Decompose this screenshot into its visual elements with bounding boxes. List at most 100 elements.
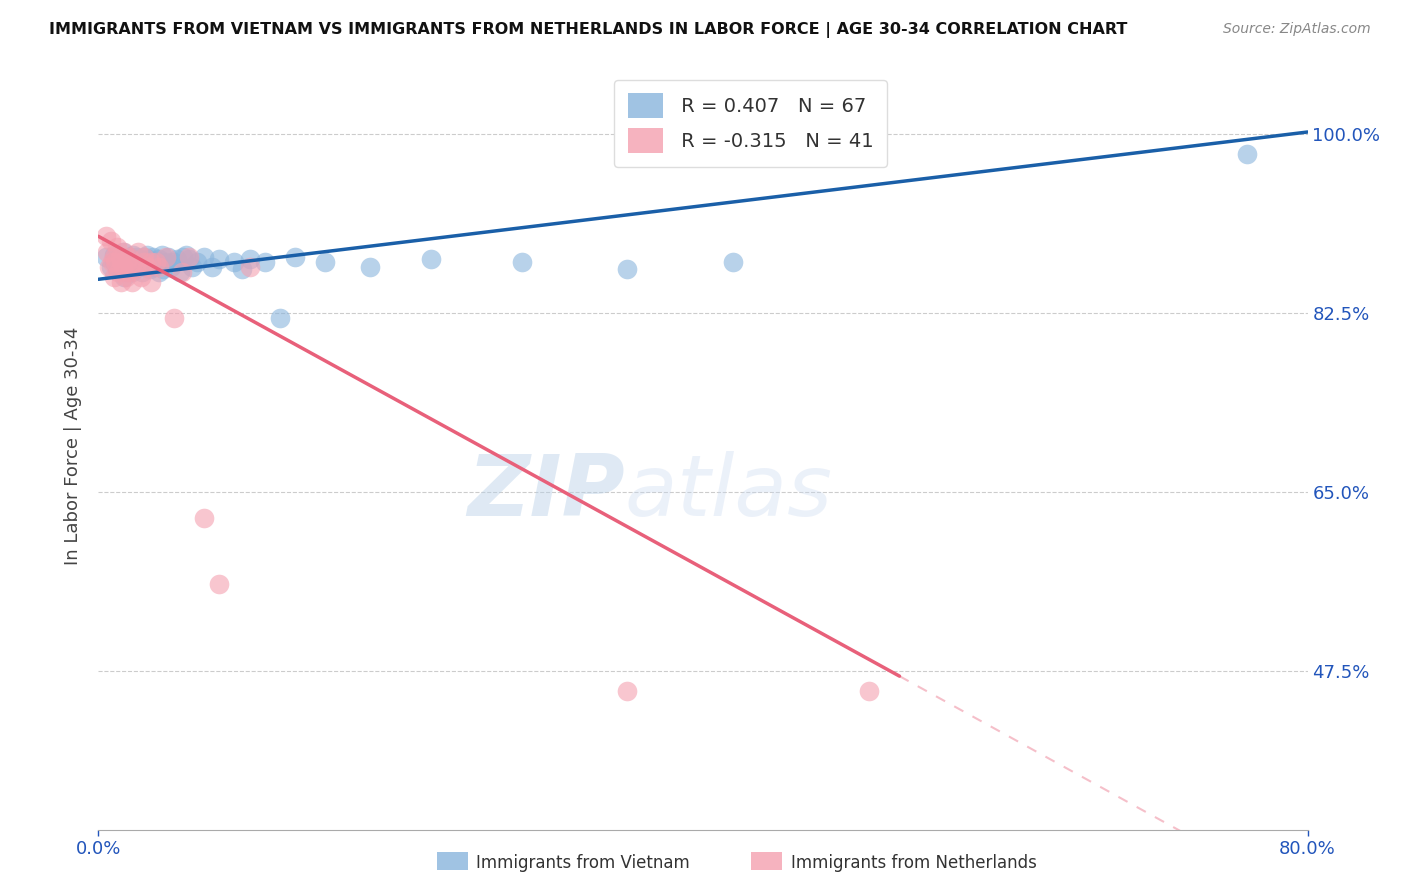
Point: [160, 260, 183, 274]
Point: [141, 255, 163, 269]
Point: [132, 250, 155, 264]
Point: [148, 260, 170, 274]
Point: [723, 255, 745, 269]
Point: [284, 250, 307, 264]
Text: Immigrants from Netherlands: Immigrants from Netherlands: [790, 854, 1036, 871]
Point: [135, 260, 157, 274]
Point: [224, 255, 246, 269]
Point: [156, 250, 179, 264]
Text: atlas: atlas: [624, 450, 832, 533]
Point: [239, 260, 262, 274]
Point: [114, 270, 136, 285]
Point: [172, 250, 194, 264]
Point: [132, 250, 155, 264]
Point: [163, 311, 186, 326]
Point: [169, 265, 191, 279]
Point: [112, 270, 135, 285]
Point: [170, 265, 193, 279]
Point: [118, 265, 141, 279]
Point: [128, 255, 150, 269]
Point: [314, 255, 336, 269]
Point: [134, 260, 156, 274]
Point: [118, 255, 141, 269]
Point: [141, 255, 163, 269]
Text: Source: ZipAtlas.com: Source: ZipAtlas.com: [1223, 22, 1371, 37]
Point: [163, 255, 186, 269]
Point: [136, 252, 159, 266]
Text: ZIP: ZIP: [467, 450, 624, 533]
Legend:  R = 0.407   N = 67,  R = -0.315   N = 41: R = 0.407 N = 67, R = -0.315 N = 41: [614, 79, 887, 167]
Point: [174, 248, 197, 262]
Point: [101, 255, 124, 269]
Text: IMMIGRANTS FROM VIETNAM VS IMMIGRANTS FROM NETHERLANDS IN LABOR FORCE | AGE 30-3: IMMIGRANTS FROM VIETNAM VS IMMIGRANTS FR…: [49, 22, 1128, 38]
Point: [135, 248, 157, 262]
Point: [118, 250, 141, 264]
Point: [122, 248, 145, 262]
Point: [208, 577, 231, 591]
Point: [360, 260, 382, 274]
Point: [105, 239, 128, 253]
Point: [201, 260, 224, 274]
Point: [121, 252, 143, 266]
Point: [142, 250, 165, 264]
Point: [121, 265, 143, 279]
Point: [179, 252, 201, 266]
Point: [143, 260, 166, 274]
Point: [186, 255, 208, 269]
Point: [103, 255, 125, 269]
Point: [155, 250, 177, 264]
Point: [616, 684, 638, 698]
Point: [108, 250, 131, 264]
Point: [129, 270, 152, 285]
Point: [110, 255, 132, 269]
Point: [105, 262, 128, 277]
Point: [112, 244, 135, 259]
Point: [145, 255, 167, 269]
Point: [115, 265, 138, 279]
Point: [208, 252, 231, 266]
Point: [118, 250, 141, 264]
Point: [148, 265, 170, 279]
Point: [239, 252, 262, 266]
Point: [150, 248, 173, 262]
Point: [1236, 147, 1258, 161]
Point: [269, 311, 291, 326]
Point: [125, 250, 148, 264]
Point: [121, 276, 143, 290]
Point: [420, 252, 443, 266]
Y-axis label: In Labor Force | Age 30-34: In Labor Force | Age 30-34: [63, 326, 82, 566]
Point: [132, 255, 155, 269]
Point: [858, 684, 880, 698]
Point: [100, 235, 122, 249]
Point: [127, 260, 149, 274]
Point: [166, 252, 188, 266]
Point: [103, 270, 125, 285]
Point: [179, 250, 201, 264]
Point: [181, 260, 204, 274]
Point: [100, 260, 122, 274]
Point: [125, 260, 148, 274]
Point: [110, 260, 132, 274]
Point: [125, 255, 148, 269]
Point: [111, 260, 134, 274]
Point: [193, 250, 215, 264]
Point: [104, 255, 127, 269]
Point: [103, 250, 125, 264]
Point: [141, 276, 163, 290]
Point: [124, 262, 146, 277]
Point: [96, 244, 118, 259]
Point: [139, 262, 162, 277]
Point: [148, 252, 170, 266]
Point: [131, 265, 153, 279]
Point: [122, 255, 145, 269]
Point: [120, 260, 142, 274]
Point: [111, 244, 134, 259]
Point: [145, 255, 167, 269]
Point: [510, 255, 533, 269]
Text: Immigrants from Vietnam: Immigrants from Vietnam: [477, 854, 690, 871]
Point: [114, 252, 136, 266]
Point: [231, 262, 253, 277]
Point: [110, 255, 132, 269]
Point: [115, 255, 138, 269]
Point: [103, 248, 125, 262]
